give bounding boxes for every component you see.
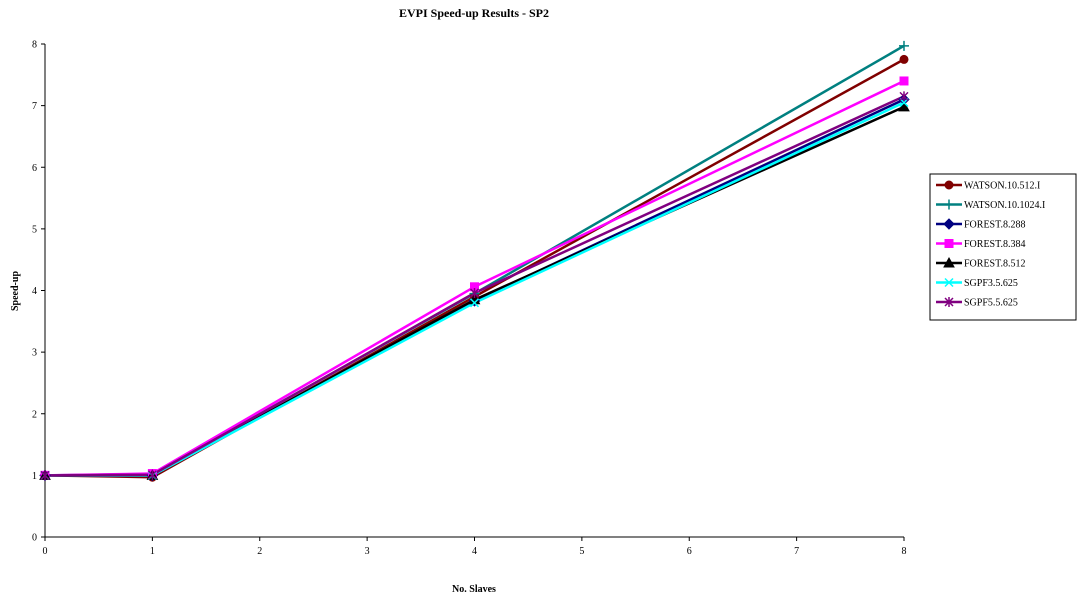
x-tick-label: 4 — [472, 546, 477, 557]
legend-item-forest-8-512: FOREST.8.512 — [936, 256, 1026, 270]
point-sgpf5-5-625 — [40, 470, 50, 481]
legend-label: FOREST.8.288 — [964, 220, 1026, 231]
legend-marker — [944, 180, 954, 190]
y-tick-label: 3 — [32, 348, 37, 359]
legend-item-watson-10-1024-i: WATSON.10.1024.I — [936, 199, 1045, 211]
legend: WATSON.10.512.I WATSON.10.1024.I FOREST.8.… — [929, 173, 1077, 321]
x-tick-label: 8 — [902, 546, 907, 557]
point-forest-8-384 — [899, 76, 909, 86]
y-axis-label: Speed-up — [10, 271, 21, 311]
legend-label: FOREST.8.384 — [964, 239, 1026, 250]
legend-item-sgpf5-5-625: SGPF5.5.625 — [936, 297, 1018, 309]
point-watson-10-1024-i — [899, 40, 909, 51]
y-tick-label: 4 — [32, 286, 37, 297]
legend-marker — [944, 277, 954, 288]
point-forest-8-512 — [898, 100, 910, 112]
y-tick-label: 2 — [32, 409, 37, 420]
chart-title: EVPI Speed-up Results - SP2 — [399, 6, 549, 20]
legend-box — [929, 173, 1077, 321]
series-line-watson-10-512-i — [44, 58, 905, 479]
y-tick-label: 6 — [32, 163, 37, 174]
y-tick-label: 8 — [32, 40, 37, 51]
x-tick-labels: 0 1 2 3 4 5 6 7 8 — [43, 546, 907, 557]
legend-marker — [943, 218, 955, 230]
y-tick-label: 7 — [32, 101, 37, 112]
y-tick-label: 5 — [32, 224, 37, 235]
point-sgpf5-5-625 — [147, 469, 157, 480]
legend-item-sgpf3-5-625: SGPF3.5.625 — [936, 277, 1018, 289]
series-lines — [44, 44, 905, 479]
x-tick-label: 7 — [794, 546, 799, 557]
legend-label: SGPF5.5.625 — [964, 298, 1018, 309]
x-tick-label: 2 — [257, 546, 262, 557]
x-axis-label: No. Slaves — [452, 584, 496, 595]
y-tick-label: 1 — [32, 471, 37, 482]
legend-label: SGPF3.5.625 — [964, 278, 1018, 289]
x-tick-label: 6 — [687, 546, 692, 557]
series-markers — [39, 40, 910, 482]
point-sgpf3-5-625 — [469, 298, 480, 308]
point-sgpf5-5-625 — [469, 287, 480, 298]
legend-label: FOREST.8.512 — [964, 259, 1026, 270]
legend-marker — [944, 199, 954, 210]
series-line-forest-8-384 — [44, 79, 905, 477]
y-tick-label: 0 — [32, 533, 37, 544]
legend-marker — [944, 239, 954, 248]
x-tick-label: 1 — [150, 546, 155, 557]
legend-label: WATSON.10.1024.I — [964, 200, 1045, 211]
legend-item-forest-8-384: FOREST.8.384 — [936, 239, 1026, 250]
legend-item-watson-10-512-i: WATSON.10.512.I — [936, 180, 1040, 192]
legend-marker — [944, 297, 954, 307]
series-line-watson-10-1024-i — [44, 44, 905, 477]
x-tick-label: 3 — [365, 546, 370, 557]
x-tick-label: 0 — [43, 546, 48, 557]
series-line-sgpf5-5-625 — [44, 95, 905, 477]
legend-marker — [943, 256, 955, 268]
legend-item-forest-8-288: FOREST.8.288 — [936, 218, 1026, 231]
x-tick-label: 5 — [579, 546, 584, 557]
point-sgpf5-5-625 — [899, 91, 909, 102]
y-tick-labels: 0 1 2 3 4 5 6 7 8 — [32, 40, 37, 544]
legend-label: WATSON.10.512.I — [964, 181, 1040, 192]
point-watson-10-512-i — [899, 54, 909, 64]
